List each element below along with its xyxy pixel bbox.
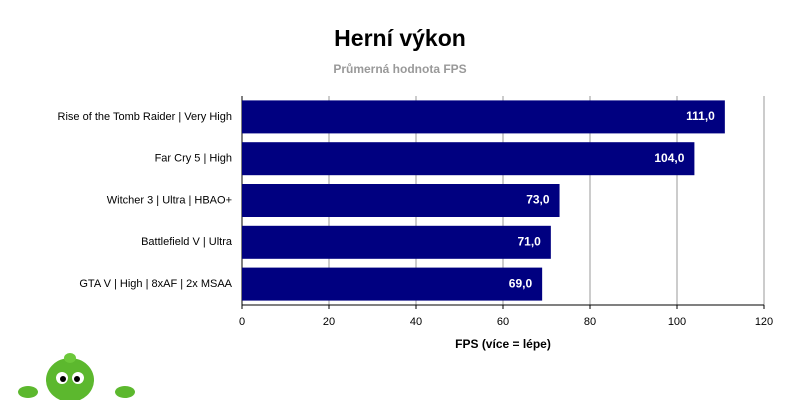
x-tick-label: 0 <box>239 316 245 328</box>
y-tick-label: Far Cry 5 | High <box>155 153 232 165</box>
y-tick-label: Witcher 3 | Ultra | HBAO+ <box>107 194 232 206</box>
bar <box>242 100 725 134</box>
y-tick-label: GTA V | High | 8xAF | 2x MSAA <box>79 278 232 290</box>
bar <box>242 184 560 217</box>
x-tick-label: 80 <box>584 316 596 328</box>
x-tick-label: 40 <box>410 316 422 328</box>
chart-title: Herní výkon <box>334 25 466 51</box>
value-label: 111,0 <box>686 109 715 123</box>
value-label: 71,0 <box>517 234 541 248</box>
bar <box>242 142 695 176</box>
mascot <box>18 353 135 400</box>
y-tick-label: Rise of the Tomb Raider | Very High <box>58 111 232 123</box>
bar <box>242 225 551 259</box>
x-tick-label: 20 <box>323 316 335 328</box>
x-tick-label: 120 <box>755 316 773 328</box>
chart-subtitle: Průmerná hodnota FPS <box>333 62 466 76</box>
x-tick-label: 100 <box>668 316 686 328</box>
y-tick-label: Battlefield V | Ultra <box>141 236 233 248</box>
value-label: 69,0 <box>509 276 533 290</box>
value-label: 104,0 <box>654 151 684 165</box>
bar <box>242 267 543 301</box>
x-axis-label: FPS (více = lépe) <box>455 337 551 351</box>
x-tick-label: 60 <box>497 316 509 328</box>
value-label: 73,0 <box>526 193 550 207</box>
